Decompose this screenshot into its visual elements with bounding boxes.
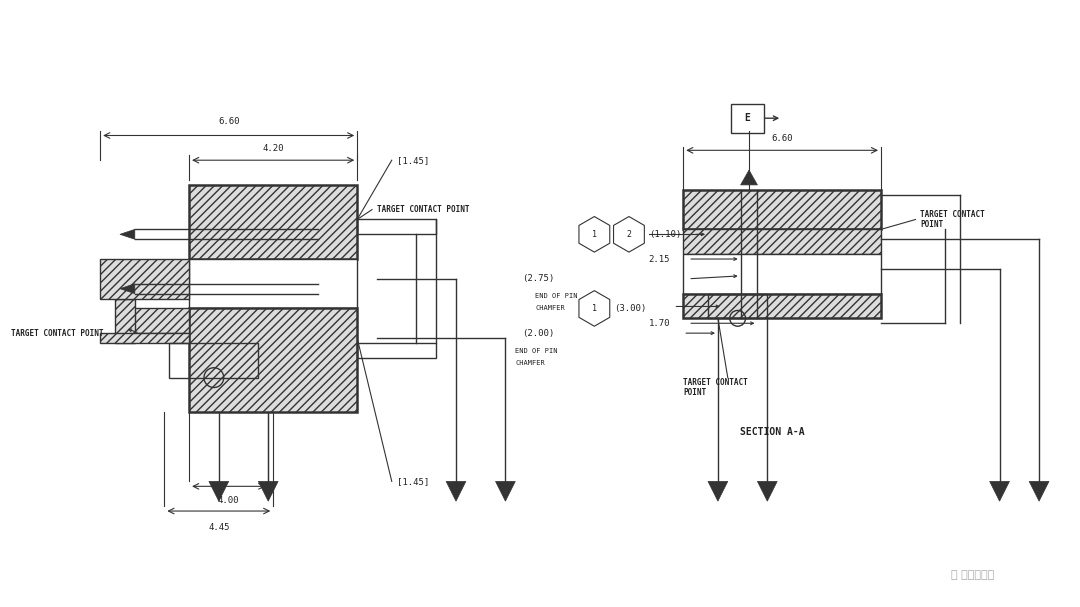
Polygon shape xyxy=(989,481,1010,501)
Text: 2: 2 xyxy=(626,230,632,239)
Polygon shape xyxy=(684,254,881,294)
Text: TARGET CONTACT POINT: TARGET CONTACT POINT xyxy=(11,328,104,337)
Text: 2.15: 2.15 xyxy=(649,254,671,263)
Polygon shape xyxy=(708,481,728,501)
Polygon shape xyxy=(189,259,357,308)
Text: TARGET CONTACT
POINT: TARGET CONTACT POINT xyxy=(684,378,748,397)
Text: END OF PIN: END OF PIN xyxy=(535,293,578,299)
Polygon shape xyxy=(100,259,189,299)
Text: CHAMFER: CHAMFER xyxy=(535,305,565,311)
Text: 1: 1 xyxy=(592,230,597,239)
Polygon shape xyxy=(189,185,357,259)
Polygon shape xyxy=(120,229,135,239)
Text: 值 什么值得买: 值 什么值得买 xyxy=(951,570,995,580)
Text: 1.70: 1.70 xyxy=(649,319,671,328)
Polygon shape xyxy=(684,294,881,318)
FancyBboxPatch shape xyxy=(731,104,765,132)
Polygon shape xyxy=(189,308,357,412)
Polygon shape xyxy=(1029,481,1049,501)
Polygon shape xyxy=(120,308,189,333)
Text: (2.00): (2.00) xyxy=(523,328,555,337)
Polygon shape xyxy=(684,229,881,254)
Text: 1: 1 xyxy=(592,304,597,313)
Polygon shape xyxy=(208,481,229,501)
Text: SECTION A-A: SECTION A-A xyxy=(740,427,805,437)
Polygon shape xyxy=(446,481,465,501)
Text: (3.00): (3.00) xyxy=(615,304,646,313)
Polygon shape xyxy=(741,170,757,185)
Polygon shape xyxy=(116,299,135,343)
Text: TARGET CONTACT
POINT: TARGET CONTACT POINT xyxy=(920,210,985,229)
Text: [1.45]: [1.45] xyxy=(396,156,429,164)
Text: 6.60: 6.60 xyxy=(771,134,793,143)
Polygon shape xyxy=(120,283,135,294)
Text: CHAMFER: CHAMFER xyxy=(515,360,545,366)
Polygon shape xyxy=(757,481,778,501)
Text: 4.20: 4.20 xyxy=(262,144,284,154)
Polygon shape xyxy=(100,333,189,343)
Text: E: E xyxy=(744,113,751,123)
Polygon shape xyxy=(496,481,515,501)
Text: [1.45]: [1.45] xyxy=(396,477,429,486)
Text: 6.60: 6.60 xyxy=(218,117,240,126)
Text: (1.10): (1.10) xyxy=(649,230,681,239)
Polygon shape xyxy=(684,190,881,229)
Polygon shape xyxy=(258,481,279,501)
Text: END OF PIN: END OF PIN xyxy=(515,348,557,354)
Text: (2.75): (2.75) xyxy=(523,274,555,283)
Text: 4.00: 4.00 xyxy=(218,496,240,505)
Text: 4.45: 4.45 xyxy=(208,523,230,532)
Text: TARGET CONTACT POINT: TARGET CONTACT POINT xyxy=(377,205,470,214)
